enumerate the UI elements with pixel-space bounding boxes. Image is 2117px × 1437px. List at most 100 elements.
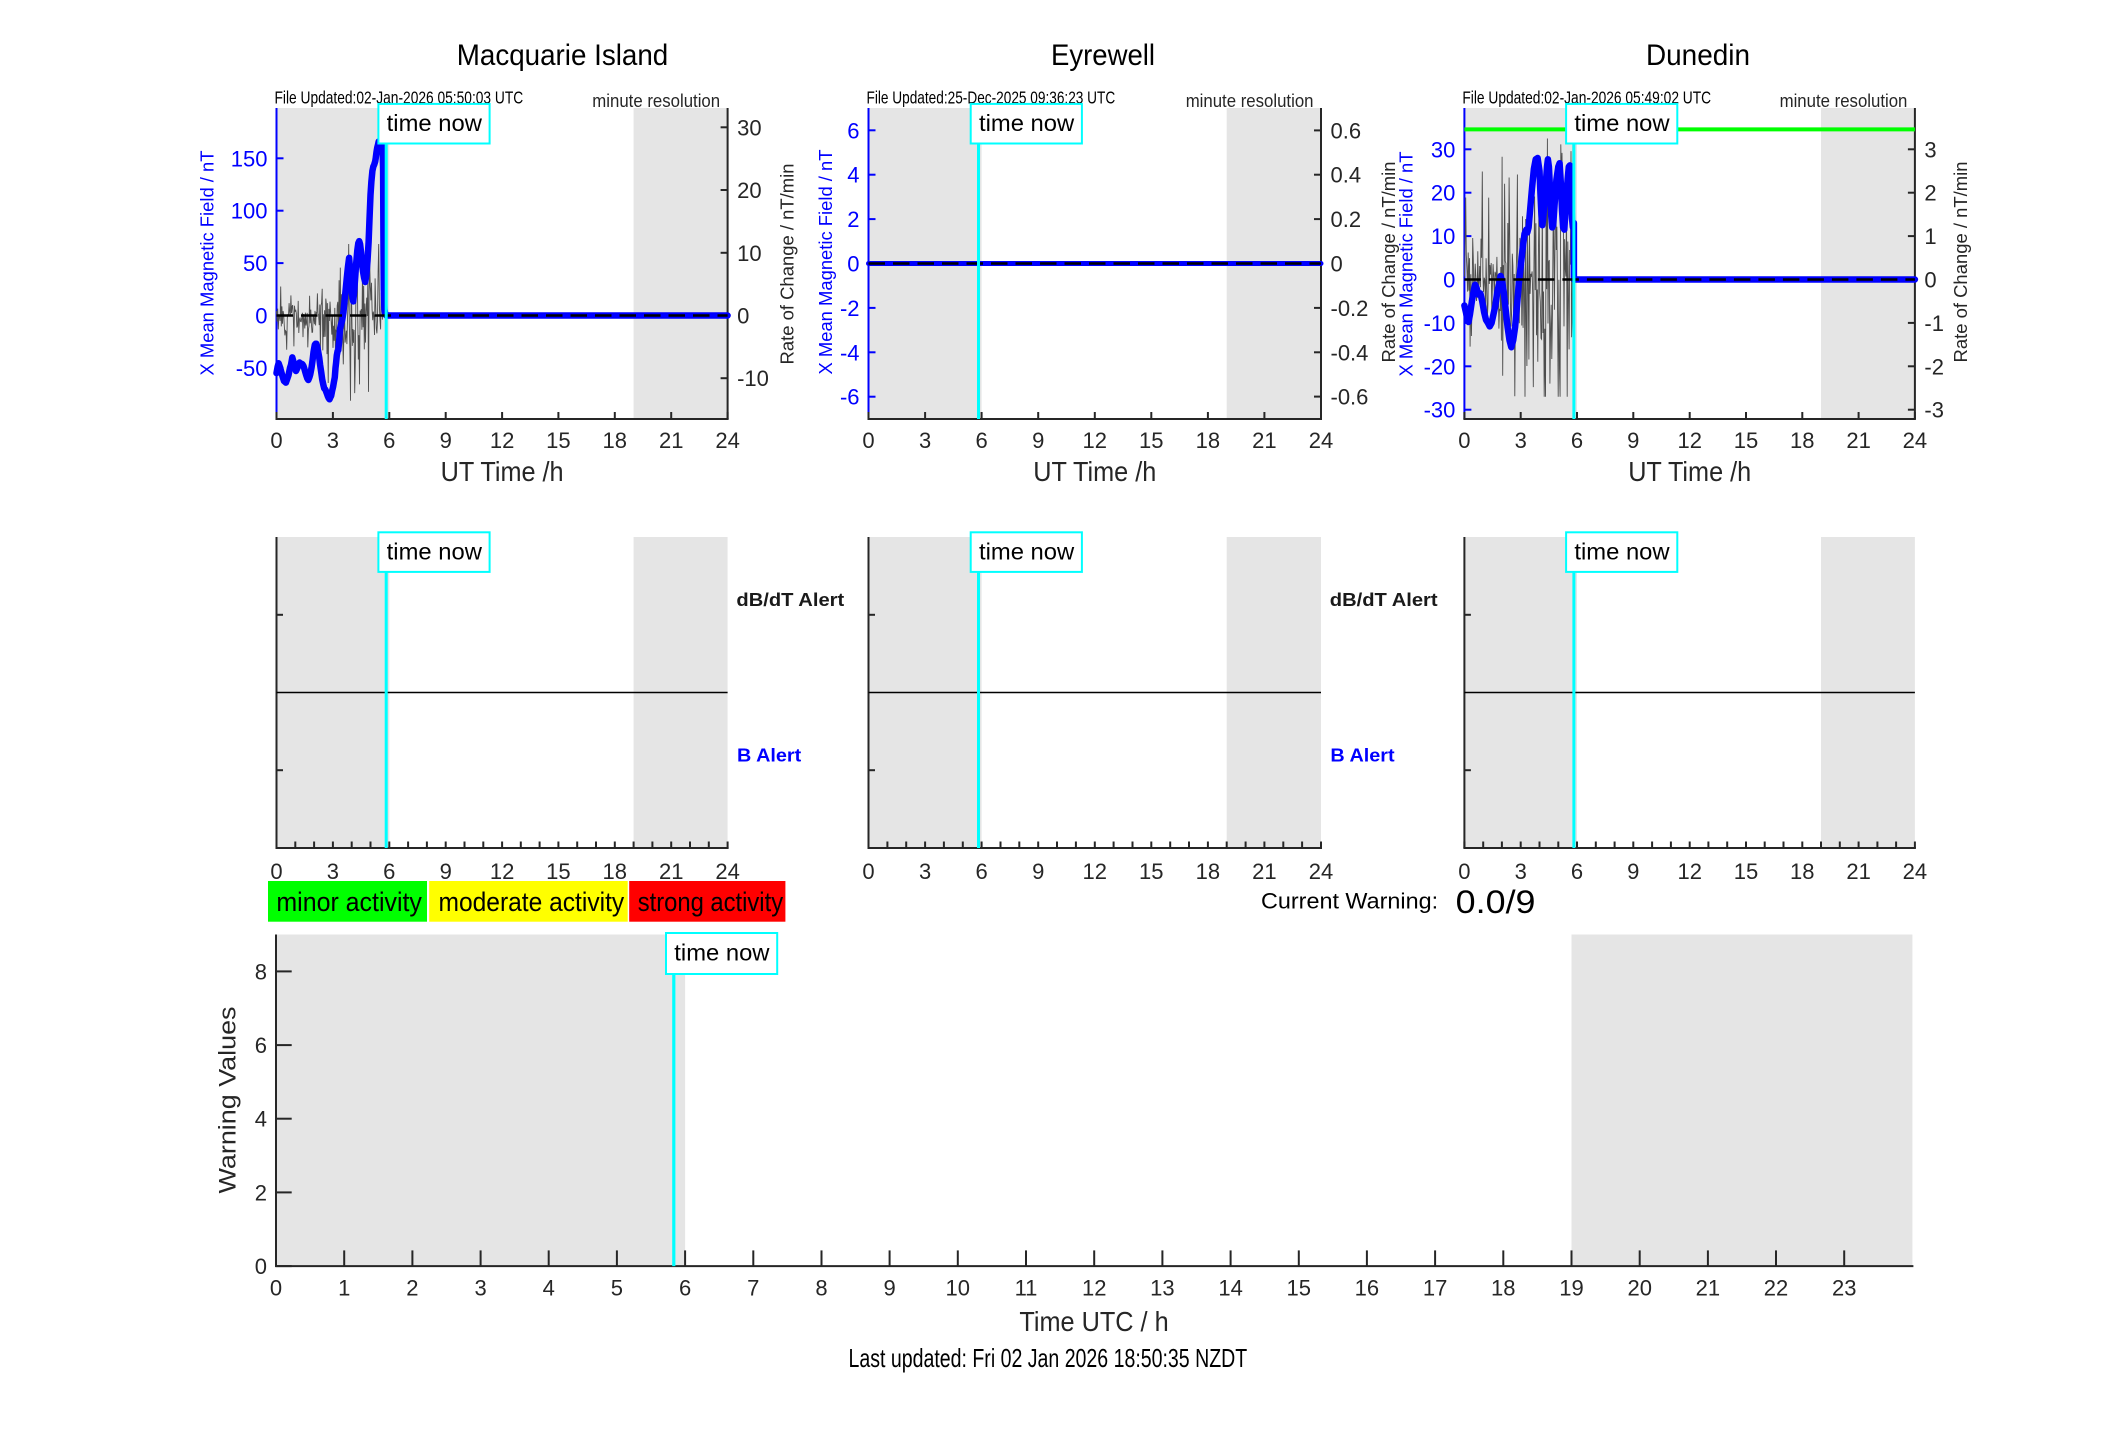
- svg-text:2: 2: [847, 207, 859, 232]
- svg-text:30: 30: [737, 115, 761, 140]
- svg-text:time now: time now: [387, 110, 483, 136]
- svg-text:1: 1: [338, 1276, 350, 1301]
- svg-text:0: 0: [847, 252, 859, 277]
- svg-text:X Mean Magnetic Field / nT: X Mean Magnetic Field / nT: [1396, 152, 1417, 377]
- svg-text:0: 0: [1924, 268, 1936, 293]
- svg-text:24: 24: [1903, 859, 1927, 884]
- svg-text:0: 0: [270, 859, 282, 884]
- svg-text:21: 21: [1846, 428, 1870, 453]
- svg-text:Dunedin: Dunedin: [1646, 39, 1750, 72]
- svg-text:3: 3: [1515, 428, 1527, 453]
- svg-text:-3: -3: [1924, 398, 1944, 423]
- svg-text:15: 15: [1139, 859, 1163, 884]
- svg-text:-4: -4: [840, 340, 860, 365]
- svg-text:time now: time now: [979, 110, 1075, 136]
- svg-text:Current Warning:: Current Warning:: [1261, 889, 1438, 914]
- svg-text:16: 16: [1355, 1276, 1379, 1301]
- svg-text:4: 4: [255, 1107, 267, 1132]
- svg-text:24: 24: [1309, 428, 1333, 453]
- svg-text:0: 0: [737, 304, 749, 329]
- svg-text:time now: time now: [1574, 539, 1670, 565]
- svg-text:dB/dT Alert: dB/dT Alert: [736, 590, 844, 610]
- svg-text:12: 12: [1083, 428, 1107, 453]
- svg-text:21: 21: [1252, 428, 1276, 453]
- svg-text:15: 15: [1734, 859, 1758, 884]
- svg-text:-10: -10: [737, 366, 769, 391]
- svg-text:0: 0: [270, 428, 282, 453]
- svg-text:12: 12: [1082, 1276, 1106, 1301]
- svg-text:150: 150: [231, 146, 268, 171]
- svg-text:3: 3: [1515, 859, 1527, 884]
- svg-text:2: 2: [406, 1276, 418, 1301]
- svg-text:9: 9: [1627, 428, 1639, 453]
- svg-text:time now: time now: [387, 539, 483, 565]
- svg-text:21: 21: [1252, 859, 1276, 884]
- svg-text:minute resolution: minute resolution: [1186, 91, 1314, 111]
- svg-text:21: 21: [659, 859, 683, 884]
- svg-text:X Mean Magnetic Field / nT: X Mean Magnetic Field / nT: [197, 151, 218, 376]
- svg-text:B Alert: B Alert: [1330, 745, 1394, 765]
- svg-text:Macquarie Island: Macquarie Island: [457, 39, 669, 72]
- svg-text:21: 21: [1846, 859, 1870, 884]
- svg-text:9: 9: [1627, 859, 1639, 884]
- svg-text:21: 21: [1696, 1276, 1720, 1301]
- svg-text:0: 0: [862, 859, 874, 884]
- svg-text:9: 9: [440, 859, 452, 884]
- svg-text:15: 15: [546, 428, 570, 453]
- svg-text:12: 12: [1677, 428, 1701, 453]
- svg-text:3: 3: [919, 428, 931, 453]
- svg-text:3: 3: [327, 428, 339, 453]
- svg-text:Time UTC / h: Time UTC / h: [1019, 1306, 1168, 1337]
- svg-text:100: 100: [231, 199, 268, 224]
- svg-text:6: 6: [255, 1033, 267, 1058]
- svg-text:File Updated:02-Jan-2026 05:49: File Updated:02-Jan-2026 05:49:02 UTC: [1462, 88, 1711, 108]
- svg-text:0: 0: [1458, 859, 1470, 884]
- svg-text:2: 2: [255, 1180, 267, 1205]
- svg-text:22: 22: [1764, 1276, 1788, 1301]
- svg-text:time now: time now: [674, 940, 770, 966]
- svg-text:18: 18: [603, 428, 627, 453]
- svg-text:12: 12: [490, 428, 514, 453]
- svg-text:Last updated: Fri 02 Jan 2026: Last updated: Fri 02 Jan 2026 18:50:35 N…: [849, 1343, 1248, 1373]
- svg-text:Rate of Change / nT/min: Rate of Change / nT/min: [1950, 162, 1971, 363]
- svg-text:18: 18: [1196, 428, 1220, 453]
- svg-text:0.6: 0.6: [1331, 118, 1362, 143]
- svg-text:6: 6: [975, 859, 987, 884]
- svg-text:-30: -30: [1424, 398, 1456, 423]
- svg-text:3: 3: [474, 1276, 486, 1301]
- svg-text:15: 15: [546, 859, 570, 884]
- svg-text:11: 11: [1015, 1276, 1038, 1301]
- svg-text:0.2: 0.2: [1331, 207, 1362, 232]
- svg-text:3: 3: [327, 859, 339, 884]
- svg-text:23: 23: [1832, 1276, 1856, 1301]
- svg-text:24: 24: [715, 859, 739, 884]
- svg-text:8: 8: [815, 1276, 827, 1301]
- svg-text:0: 0: [1331, 252, 1343, 277]
- svg-text:-20: -20: [1424, 354, 1456, 379]
- svg-text:19: 19: [1559, 1276, 1583, 1301]
- svg-text:4: 4: [847, 163, 859, 188]
- svg-text:10: 10: [946, 1276, 970, 1301]
- svg-text:15: 15: [1139, 428, 1163, 453]
- svg-text:time now: time now: [1574, 110, 1670, 136]
- svg-text:0: 0: [862, 428, 874, 453]
- svg-text:24: 24: [715, 428, 739, 453]
- svg-text:0: 0: [1443, 268, 1455, 293]
- svg-text:File Updated:02-Jan-2026 05:50: File Updated:02-Jan-2026 05:50:03 UTC: [275, 88, 524, 108]
- svg-text:4: 4: [543, 1276, 555, 1301]
- svg-text:9: 9: [1032, 428, 1044, 453]
- svg-text:18: 18: [1790, 428, 1814, 453]
- svg-text:24: 24: [1903, 428, 1927, 453]
- svg-text:3: 3: [919, 859, 931, 884]
- svg-text:0: 0: [255, 1254, 267, 1279]
- svg-text:Rate of Change / nT/min: Rate of Change / nT/min: [777, 164, 798, 365]
- svg-text:time now: time now: [979, 539, 1075, 565]
- svg-text:12: 12: [490, 859, 514, 884]
- svg-text:10: 10: [1431, 224, 1455, 249]
- svg-text:9: 9: [1032, 859, 1044, 884]
- svg-text:0.0/9: 0.0/9: [1456, 884, 1536, 920]
- svg-text:20: 20: [1627, 1276, 1651, 1301]
- svg-text:5: 5: [611, 1276, 623, 1301]
- svg-text:6: 6: [1571, 859, 1583, 884]
- svg-text:15: 15: [1734, 428, 1758, 453]
